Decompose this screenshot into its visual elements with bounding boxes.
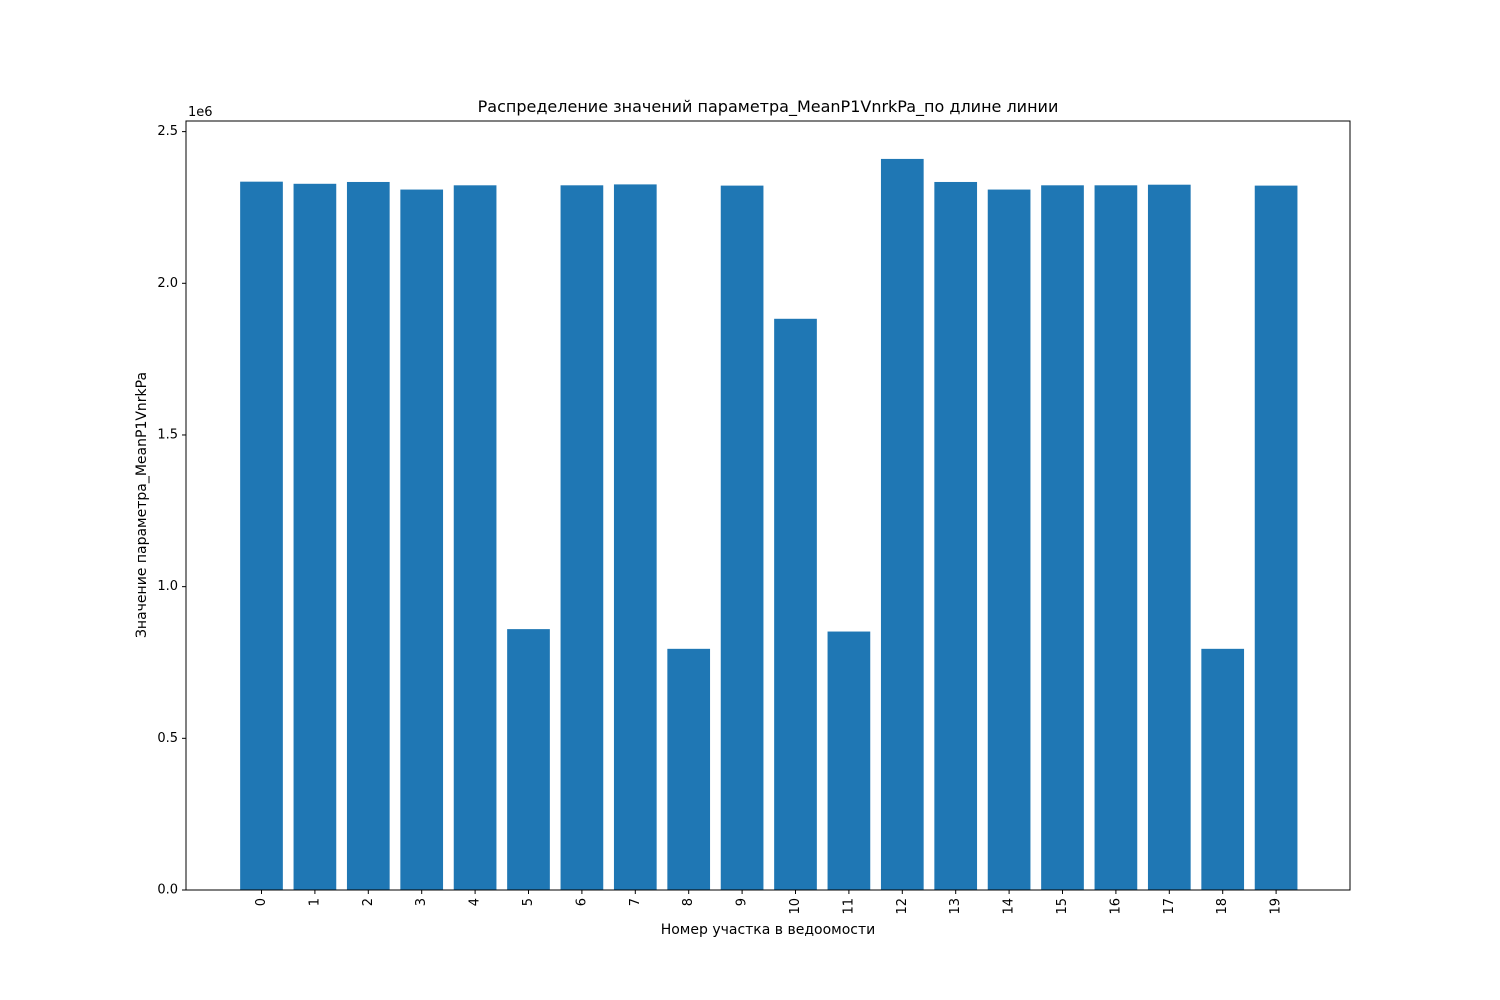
x-tick-label: 15: [1055, 898, 1070, 915]
x-tick-label: 16: [1108, 898, 1123, 915]
bar-15: [1041, 185, 1084, 890]
x-tick-label: 14: [1002, 898, 1017, 915]
x-axis-label: Номер участка в ведоомости: [661, 922, 876, 938]
y-tick-label: 2.5: [157, 124, 178, 139]
y-axis-ticks: 0.0 0.5 1.0 1.5 2.0 2.5: [157, 124, 186, 898]
bar-13: [934, 181, 978, 891]
y-tick-label: 2.0: [157, 276, 178, 291]
bar-10: [774, 318, 817, 890]
y-axis-offset-label: 1e6: [188, 105, 213, 120]
x-axis-ticks: 0 1 2 3 4 5 6 7 8 9 10 11 12 13 14 15 16 17 18 19: [254, 890, 1284, 915]
bar-0: [240, 181, 283, 891]
bar-3: [400, 189, 444, 890]
bar-16: [1094, 185, 1138, 890]
bar-17: [1147, 184, 1191, 890]
y-tick-label: 0.5: [157, 731, 178, 746]
bar-7: [613, 184, 657, 890]
bar-18: [1201, 648, 1245, 890]
bar-6: [560, 185, 604, 890]
x-tick-label: 0: [254, 898, 269, 906]
y-tick-label: 1.5: [157, 427, 178, 442]
bar-5: [507, 629, 550, 890]
x-tick-label: 9: [735, 898, 750, 906]
y-tick-label: 1.0: [157, 579, 178, 594]
x-tick-label: 17: [1162, 898, 1177, 915]
x-tick-label: 6: [574, 898, 589, 906]
bar-9: [720, 185, 764, 891]
bar-12: [880, 158, 924, 891]
x-tick-label: 2: [361, 898, 376, 906]
x-tick-label: 11: [841, 898, 856, 915]
y-tick-label: 0.0: [157, 883, 178, 898]
x-tick-label: 19: [1269, 898, 1284, 915]
y-axis-label: Значение параметра_MeanP1VnrkPa: [134, 372, 150, 638]
x-tick-label: 3: [414, 898, 429, 906]
bar-2: [346, 181, 390, 891]
bars-group: [240, 158, 1298, 891]
bar-19: [1254, 185, 1298, 891]
x-tick-label: 12: [895, 898, 910, 915]
x-tick-label: 8: [681, 898, 696, 906]
plot-frame: [185, 120, 1351, 891]
x-tick-label: 7: [628, 898, 643, 906]
x-tick-label: 1: [307, 898, 322, 906]
bar-8: [667, 648, 711, 890]
bar-11: [827, 631, 871, 890]
x-tick-label: 4: [468, 898, 483, 906]
x-tick-label: 10: [788, 898, 803, 915]
chart-title: Распределение значений параметра_MeanP1V…: [478, 97, 1059, 117]
bar-14: [987, 189, 1031, 890]
bar-4: [453, 185, 497, 890]
x-tick-label: 13: [948, 898, 963, 915]
x-tick-label: 18: [1215, 898, 1230, 915]
bar-1: [293, 183, 337, 891]
x-tick-label: 5: [521, 898, 536, 906]
